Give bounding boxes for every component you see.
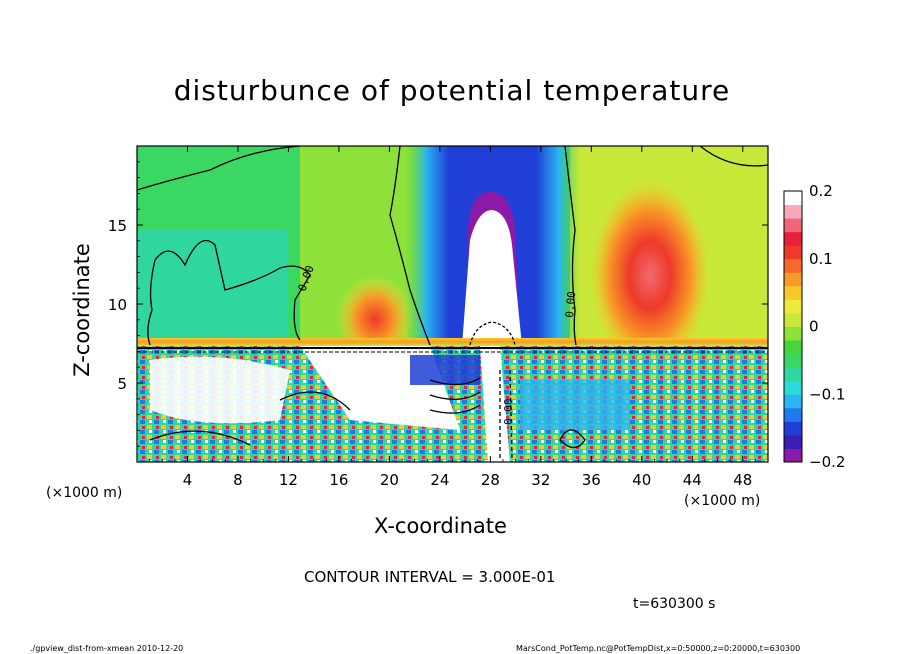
plume-core-white <box>462 210 522 346</box>
colorbar-swatch <box>784 367 802 382</box>
colorbar-swatch <box>784 340 802 355</box>
time-stamp: t=630300 s <box>633 596 716 612</box>
contour-interval-text: CONTOUR INTERVAL = 3.000E-01 <box>304 568 556 586</box>
contour-zero-left <box>154 239 311 341</box>
contour-lines <box>137 146 768 461</box>
x-axis-label: X-coordinate <box>374 514 507 538</box>
contour-label: 0.00 <box>502 399 515 426</box>
colorbar-tick-label: −0.1 <box>809 385 845 403</box>
x-tick-label: 16 <box>329 471 348 489</box>
x-tick-label: 40 <box>632 471 651 489</box>
lower-column-white <box>480 346 510 462</box>
colorbar-swatch <box>784 326 802 341</box>
x-tick-label: 32 <box>531 471 550 489</box>
y-axis-label: Z-coordinate <box>70 243 94 377</box>
colorbar-swatch <box>784 272 802 287</box>
colorbar-ticks: 0.2 0.1 0 −0.1 −0.2 <box>809 182 845 471</box>
footer-left: ./gpview_dist-from-xmean 2010-12-20 <box>30 644 184 653</box>
x-tick-label: 8 <box>233 471 243 489</box>
colorbar-swatch <box>784 245 802 260</box>
colorbar-swatch <box>784 299 802 314</box>
colorbar-swatch <box>784 218 802 233</box>
heatmap-field <box>137 146 768 462</box>
contour-plume-right <box>564 146 577 346</box>
warm-blob-right <box>590 180 710 370</box>
lower-cyan-patch <box>520 380 630 430</box>
contour-lower-ripples <box>429 377 481 414</box>
chart-title: disturbunce of potential temperature <box>173 74 731 107</box>
y-tick-label: 15 <box>108 217 127 235</box>
x-tick-label: 48 <box>733 471 752 489</box>
colorbar-swatch <box>784 421 802 436</box>
colorbar-swatch <box>784 353 802 368</box>
x-unit-right: (×1000 m) <box>684 493 761 509</box>
colorbar-swatch <box>784 285 802 300</box>
y-tick-label: 5 <box>117 375 127 393</box>
inversion-band <box>137 338 768 346</box>
y-axis: 5 10 15 <box>108 161 768 447</box>
colorbar-swatch <box>784 204 802 219</box>
colorbar-tick-label: −0.2 <box>809 453 845 471</box>
footer-right: MarsCond_PotTemp.nc@PotTempDist,x=0:5000… <box>516 644 801 653</box>
colorbar-swatch <box>784 407 802 422</box>
x-tick-label: 20 <box>380 471 399 489</box>
x-axis: 4 8 12 16 20 24 28 32 36 40 44 48 <box>149 146 756 489</box>
contour-top-right <box>699 146 768 167</box>
colorbar-swatches <box>784 191 802 463</box>
x-tick-label: 28 <box>481 471 500 489</box>
x-tick-label: 24 <box>430 471 449 489</box>
contour-lower-column <box>499 369 513 461</box>
contour-left-edge <box>147 259 156 346</box>
colorbar-swatch <box>784 258 802 273</box>
x-tick-label: 44 <box>683 471 702 489</box>
colorbar-frame <box>783 190 803 463</box>
warm-blob-left <box>335 265 415 355</box>
colorbar-swatch <box>784 312 802 327</box>
contour-lower-left <box>149 391 351 446</box>
colorbar: 0.2 0.1 0 −0.1 −0.2 <box>783 182 845 471</box>
field-upper-left-cool <box>137 230 287 340</box>
x-tick-label: 36 <box>582 471 601 489</box>
colorbar-swatch <box>784 434 802 449</box>
x-unit-left: (×1000 m) <box>46 485 123 501</box>
colorbar-tick-label: 0 <box>809 318 819 336</box>
colorbar-tick-label: 0.1 <box>809 250 833 268</box>
contour-plume-base <box>469 321 516 346</box>
contour-label: 0.00 <box>563 291 578 319</box>
contour-plume-left <box>389 146 431 346</box>
contour-top-left <box>137 146 301 191</box>
colorbar-swatch <box>784 448 802 463</box>
lower-blue-patch <box>410 355 480 385</box>
colorbar-swatch <box>784 380 802 395</box>
colorbar-tick-label: 0.2 <box>809 182 833 200</box>
lower-white-left <box>150 356 290 424</box>
colorbar-swatch <box>784 394 802 409</box>
y-tick-label: 10 <box>108 296 127 314</box>
x-tick-label: 4 <box>183 471 193 489</box>
contour-lower-loop <box>559 429 586 449</box>
colorbar-swatch <box>784 191 802 206</box>
x-tick-label: 12 <box>279 471 298 489</box>
colorbar-swatch <box>784 231 802 246</box>
